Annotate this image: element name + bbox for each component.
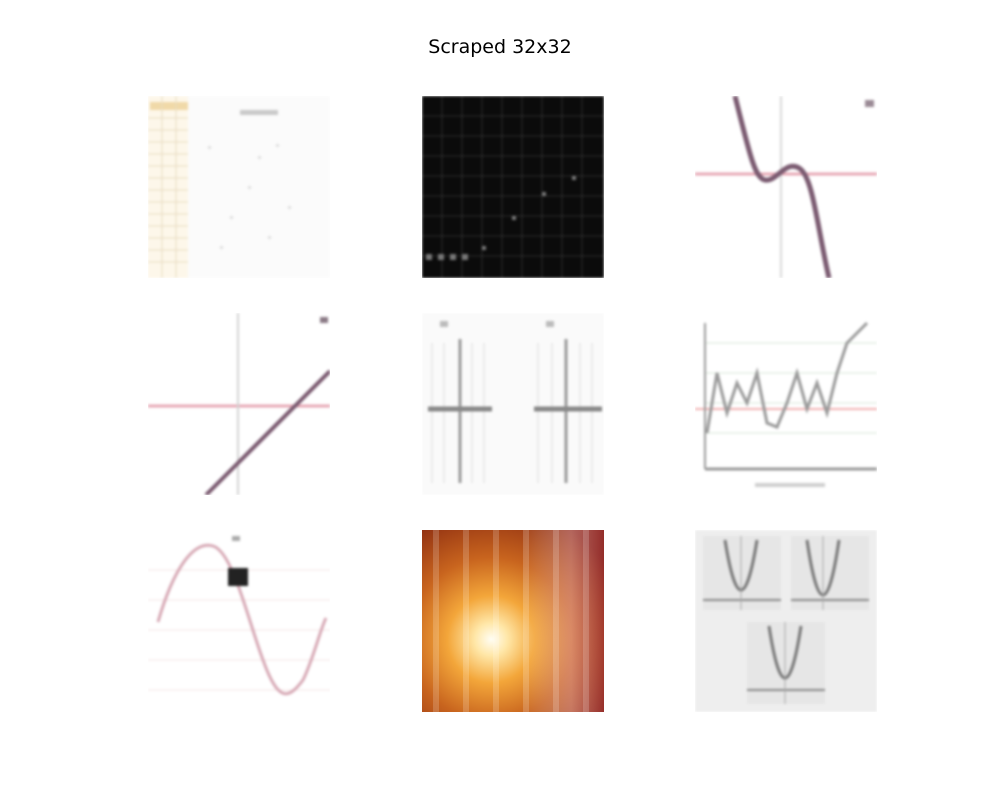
figure-title: Scraped 32x32 — [428, 36, 572, 58]
thumbnail-dark-grid — [422, 96, 604, 278]
thumbnail-zigzag-chart — [695, 313, 877, 495]
thumbnail-linear-graph — [148, 313, 330, 495]
thumbnail-sine-wave — [148, 530, 330, 712]
thumbnail-light-burst — [422, 530, 604, 712]
thumbnail-cubic-graph — [695, 96, 877, 278]
thumbnail-spreadsheet — [148, 96, 330, 278]
thumbnail-parabolas — [695, 530, 877, 712]
thumbnail-vertical-lines — [422, 313, 604, 495]
